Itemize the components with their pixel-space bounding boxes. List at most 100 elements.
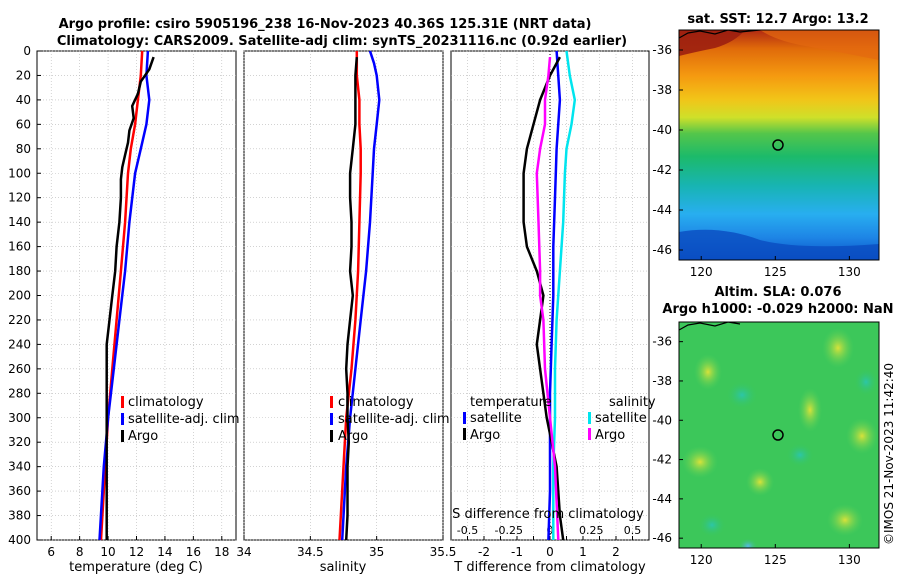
depth-tick-label: 340 bbox=[8, 460, 31, 474]
salinity-satellite-line bbox=[340, 50, 381, 541]
temperature-panel: 6 8 10 12 14 16 18 0 20 40 60 80 100 120 140 160 180 200… bbox=[8, 44, 240, 575]
argo-float-marker-sst bbox=[772, 139, 784, 151]
temperature-y-ticks: 0 20 40 60 80 100 120 140 160 180 200 220 240 260 280 3… bbox=[8, 44, 41, 547]
sla-blob bbox=[822, 328, 854, 368]
difference-x-tick-label: 0 bbox=[546, 545, 554, 559]
salinity-series bbox=[338, 50, 381, 541]
sla-blob bbox=[827, 504, 863, 536]
temperature-grid bbox=[37, 50, 236, 541]
legend-label-temp-argo: Argo bbox=[470, 428, 500, 443]
depth-tick-label: 300 bbox=[8, 411, 31, 425]
legend-label-sal-argo: Argo bbox=[595, 428, 625, 443]
depth-tick-label: 280 bbox=[8, 386, 31, 400]
depth-tick-label: 60 bbox=[16, 117, 31, 131]
legend-label-argo-sal: Argo bbox=[338, 429, 368, 444]
depth-tick-label: 220 bbox=[8, 313, 31, 327]
longitude-tick-label: 130 bbox=[838, 553, 861, 567]
temperature-x-tick-label: 12 bbox=[129, 545, 144, 559]
difference-legend: temperature salinity satellite Argo sate… bbox=[463, 395, 656, 443]
legend-swatch-climatology bbox=[121, 396, 124, 408]
depth-tick-label: 260 bbox=[8, 362, 31, 376]
legend-swatch-satellite-adj-clim-sal bbox=[330, 413, 333, 425]
depth-tick-label: 20 bbox=[16, 68, 31, 82]
sla-blob bbox=[698, 513, 726, 537]
salinity-climatology-line bbox=[338, 51, 362, 541]
legend-label-satellite-adj-clim-sal: satellite-adj. clim bbox=[338, 412, 450, 427]
longitude-tick-label: 120 bbox=[690, 265, 713, 279]
s-difference-tick-label: 0.5 bbox=[624, 524, 642, 537]
sla-map-subtitle: Argo h1000: -0.029 h2000: NaN bbox=[662, 302, 893, 317]
latitude-tick-label: -36 bbox=[652, 335, 672, 349]
temperature-x-tick-label: 14 bbox=[157, 545, 172, 559]
temperature-x-ticks: 6 8 10 12 14 16 18 bbox=[47, 536, 229, 559]
difference-x-tick-label: -1 bbox=[511, 545, 523, 559]
difference-series bbox=[522, 50, 577, 541]
difference-x-ticks: -2 -1 0 1 2 bbox=[467, 536, 633, 559]
depth-tick-label: 160 bbox=[8, 240, 31, 254]
latitude-tick-label: -44 bbox=[652, 203, 672, 217]
sst-blue-patch bbox=[679, 229, 879, 260]
temperature-series bbox=[98, 50, 155, 541]
latitude-tick-label: -36 bbox=[652, 43, 672, 57]
longitude-tick-label: 120 bbox=[690, 553, 713, 567]
s-difference-tick-label: 0.25 bbox=[579, 524, 604, 537]
legend-swatch-sal-argo bbox=[588, 428, 591, 440]
legend-label-climatology-sal: climatology bbox=[338, 395, 414, 410]
sla-blob bbox=[846, 418, 878, 454]
salinity-x-label: salinity bbox=[320, 560, 367, 575]
salinity-argo-line bbox=[344, 57, 359, 541]
depth-tick-label: 0 bbox=[23, 44, 31, 58]
temperature-x-tick-label: 6 bbox=[47, 545, 55, 559]
depth-tick-label: 120 bbox=[8, 191, 31, 205]
depth-tick-label: 320 bbox=[8, 435, 31, 449]
sla-blob bbox=[694, 354, 722, 390]
sla-map-panel: Altim. SLA: 0.076 Argo h1000: -0.029 h20… bbox=[652, 285, 893, 567]
sla-blob bbox=[786, 443, 814, 467]
depth-tick-label: 80 bbox=[16, 142, 31, 156]
t-difference-label: T difference from climatology bbox=[453, 560, 646, 575]
salinity-x-ticks: 34 34.5 35 35.5 bbox=[236, 536, 456, 559]
legend-swatch-climatology-sal bbox=[330, 396, 333, 408]
sla-blob bbox=[854, 368, 878, 396]
s-difference-tick-label: -0.25 bbox=[495, 524, 523, 537]
sst-orange-patch bbox=[760, 30, 879, 60]
sst-field bbox=[679, 30, 879, 260]
sla-anomaly-blobs bbox=[682, 328, 878, 548]
difference-panel: -2 -1 0 1 2 -0.5 -0.25 0 0.25 0.5 S difference f… bbox=[450, 50, 656, 575]
temperature-x-tick-label: 16 bbox=[186, 545, 201, 559]
s-difference-tick-label: 0 bbox=[547, 524, 554, 537]
sst-map-title: sat. SST: 12.7 Argo: 13.2 bbox=[687, 12, 868, 27]
difference-x-tick-label: 1 bbox=[579, 545, 587, 559]
sla-x-ticks: 120 125 130 bbox=[690, 544, 861, 567]
salinity-grid bbox=[243, 50, 444, 541]
temperature-argo-line bbox=[105, 56, 155, 540]
latitude-tick-label: -46 bbox=[652, 531, 672, 545]
salinity-x-tick-label: 34 bbox=[236, 545, 251, 559]
latitude-tick-label: -46 bbox=[652, 243, 672, 257]
salinity-panel: 34 34.5 35 35.5 salinity climatology satell… bbox=[236, 50, 456, 575]
title-line-2: Climatology: CARS2009. Satellite-adj cli… bbox=[57, 34, 627, 49]
salinity-difference-ticks: -0.5 -0.25 0 0.25 0.5 bbox=[457, 524, 641, 537]
latitude-tick-label: -40 bbox=[652, 123, 672, 137]
temp-diff-argo-line bbox=[522, 56, 565, 541]
temperature-x-tick-label: 10 bbox=[100, 545, 115, 559]
sla-blob bbox=[798, 388, 822, 432]
legend-swatch-satellite-adj-clim bbox=[121, 413, 124, 425]
legend-label-sal-satellite: satellite bbox=[595, 411, 647, 426]
latitude-tick-label: -40 bbox=[652, 413, 672, 427]
legend-label-climatology: climatology bbox=[128, 395, 204, 410]
s-difference-tick-label: -0.5 bbox=[457, 524, 478, 537]
depth-tick-label: 360 bbox=[8, 484, 31, 498]
sst-map-frame bbox=[678, 29, 880, 261]
s-difference-label: S difference from climatology bbox=[452, 507, 644, 522]
argo-float-marker-sla bbox=[772, 429, 784, 441]
difference-x-tick-label: -2 bbox=[478, 545, 490, 559]
legend-header-salinity: salinity bbox=[609, 395, 656, 410]
sla-blob bbox=[726, 381, 758, 409]
legend-label-satellite-adj-clim: satellite-adj. clim bbox=[128, 412, 240, 427]
depth-tick-label: 240 bbox=[8, 337, 31, 351]
temperature-legend: climatology satellite-adj. clim Argo bbox=[121, 395, 240, 444]
depth-tick-label: 400 bbox=[8, 533, 31, 547]
sst-warm-patch bbox=[679, 30, 745, 56]
